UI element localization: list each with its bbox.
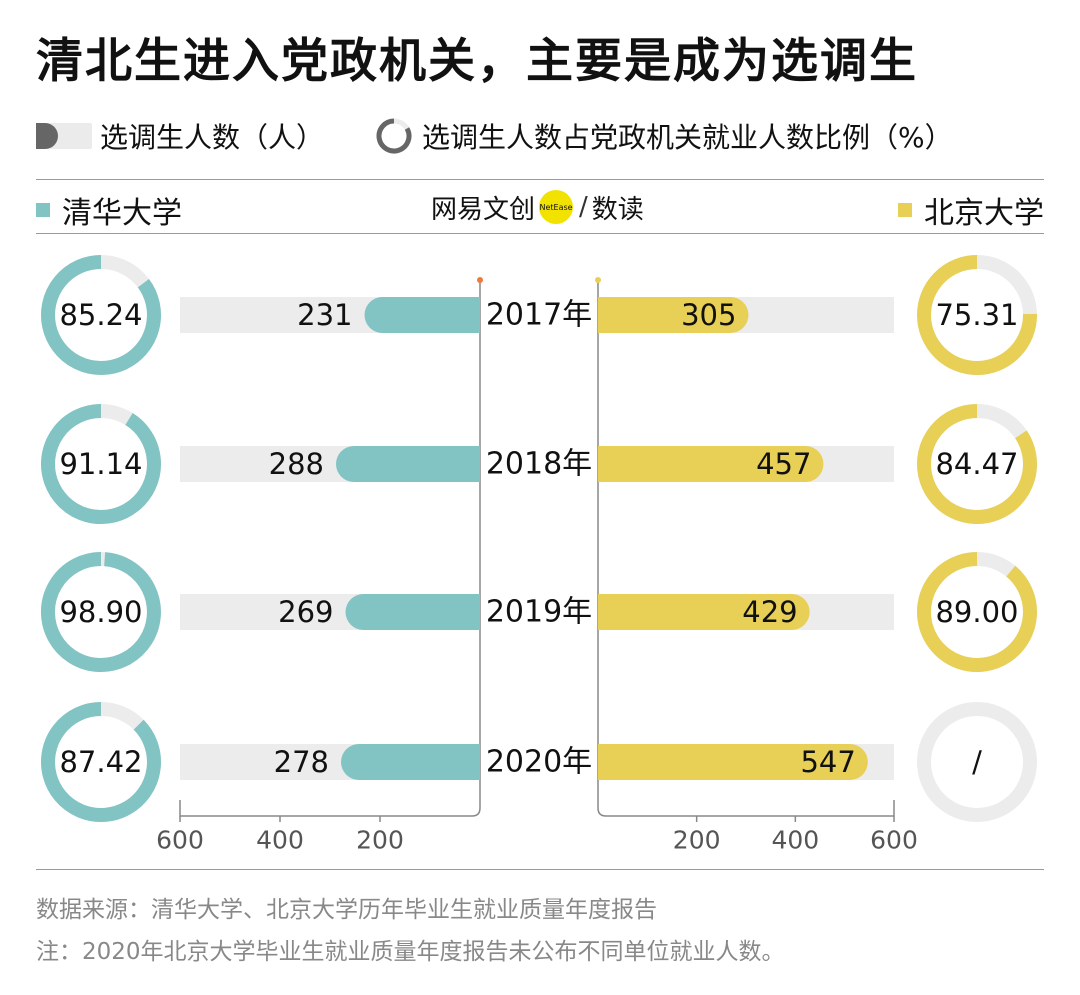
- tsinghua-value-label: 269: [278, 595, 333, 629]
- legend-ring-swatch: [376, 118, 412, 154]
- tsinghua-ratio-ring-arc: [41, 702, 161, 822]
- tsinghua-bar: [336, 446, 480, 482]
- tsinghua-ratio-ring-arc: [41, 404, 161, 524]
- legend: 选调生人数（人） 选调生人数占党政机关就业人数比例（%）: [36, 112, 1046, 160]
- divider-bottom: [36, 869, 1044, 870]
- tsinghua-ratio-label: 98.90: [59, 595, 142, 629]
- right-tick-label: 600: [870, 826, 918, 855]
- peking-ratio-ring-arc: [917, 404, 1037, 524]
- brand-slash: /: [579, 192, 588, 222]
- university-header: 清华大学 网易文创 NetEase / 数读 北京大学: [36, 180, 1044, 232]
- source-note: 数据来源：清华大学、北京大学历年毕业生就业质量年度报告: [36, 897, 657, 923]
- peking-bar: [598, 594, 810, 630]
- year-label: 2018年: [486, 447, 592, 482]
- tsinghua-ratio-label: 85.24: [59, 298, 142, 332]
- left-axis-marker: [477, 277, 483, 283]
- right-axis-base: [597, 800, 895, 817]
- brand-sub: 数读: [591, 194, 644, 225]
- chart-title: 清北生进入党政机关，主要是成为选调生: [36, 34, 918, 89]
- legend-bar-swatch: [36, 123, 92, 149]
- divider-top: [36, 179, 1044, 180]
- peking-swatch: [898, 203, 912, 217]
- peking-ratio-label: /: [972, 745, 982, 779]
- peking-ratio-label: 89.00: [935, 595, 1018, 629]
- peking-bar: [598, 297, 749, 333]
- tsinghua-ratio-label: 87.42: [59, 745, 142, 779]
- peking-ratio-label: 75.31: [935, 298, 1018, 332]
- tsinghua-ratio-ring-arc: [40, 552, 161, 672]
- right-axis-marker: [595, 277, 601, 283]
- year-label: 2020年: [486, 745, 592, 780]
- right-tick-label: 400: [771, 826, 819, 855]
- tsinghua-legend: 清华大学: [36, 188, 182, 232]
- footnote: 注：2020年北京大学毕业生就业质量年度报告未公布不同单位就业人数。: [36, 939, 785, 965]
- peking-label: 北京大学: [924, 196, 1044, 231]
- divider-mid: [36, 233, 1044, 234]
- tsinghua-ratio-ring-arc: [41, 255, 161, 375]
- right-tick-label: 200: [673, 826, 721, 855]
- legend-bar-label: 选调生人数（人）: [100, 121, 325, 154]
- tsinghua-bar: [364, 297, 480, 333]
- peking-legend: 北京大学: [898, 188, 1044, 232]
- tsinghua-value-label: 278: [274, 745, 329, 779]
- peking-ratio-ring-arc: [917, 552, 1037, 672]
- peking-value-label: 547: [800, 745, 855, 779]
- year-label: 2019年: [486, 595, 592, 630]
- peking-value-label: 457: [756, 447, 811, 481]
- left-axis-base: [179, 800, 481, 817]
- tsinghua-swatch: [36, 203, 50, 217]
- left-tick-label: 200: [356, 826, 404, 855]
- tsinghua-value-label: 288: [269, 447, 324, 481]
- peking-value-label: 305: [681, 298, 736, 332]
- peking-bar: [598, 446, 824, 482]
- peking-bar: [598, 744, 868, 780]
- tsinghua-bar: [341, 744, 480, 780]
- brand-name: 网易文创: [431, 194, 536, 225]
- year-label: 2017年: [486, 298, 592, 333]
- left-tick-label: 600: [156, 826, 204, 855]
- brand-dot: NetEase: [539, 190, 574, 224]
- tsinghua-value-label: 231: [297, 298, 352, 332]
- peking-ratio-ring-track: [917, 702, 1037, 822]
- peking-ratio-ring-arc: [917, 255, 1037, 375]
- tsinghua-ratio-label: 91.14: [59, 447, 142, 481]
- tsinghua-label: 清华大学: [62, 196, 182, 231]
- legend-ring-label: 选调生人数占党政机关就业人数比例（%）: [422, 121, 953, 154]
- peking-ratio-label: 84.47: [935, 447, 1018, 481]
- mirrored-bar-chart: 600 400 200 200 400 600 231 305 2017年 85.24 75.31 2…: [40, 255, 1037, 855]
- brand-logo: 网易文创 NetEase / 数读: [431, 190, 644, 225]
- left-tick-label: 400: [256, 826, 304, 855]
- tsinghua-bar: [345, 594, 480, 630]
- peking-value-label: 429: [742, 595, 797, 629]
